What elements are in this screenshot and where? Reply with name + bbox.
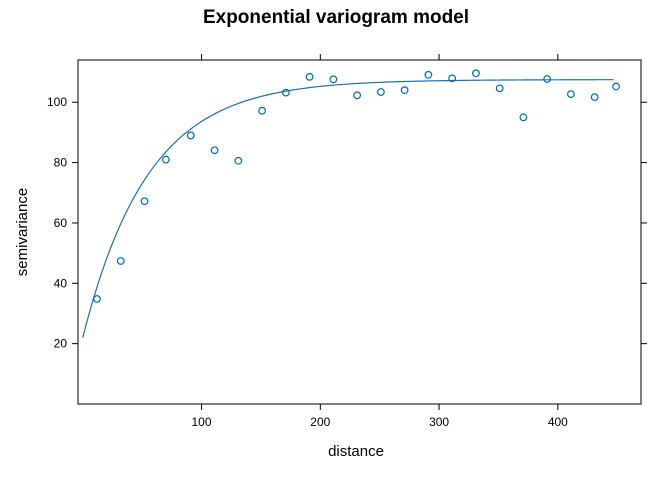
chart-title: Exponential variogram model bbox=[203, 7, 469, 28]
axis-tick-labels: 100 200 300 400 20 40 60 80 100 bbox=[47, 95, 568, 429]
data-point bbox=[305, 72, 314, 81]
data-point bbox=[140, 197, 149, 206]
y-tick-label: 20 bbox=[54, 337, 68, 351]
x-tick-label: 300 bbox=[429, 415, 449, 429]
data-point bbox=[472, 69, 480, 78]
x-tick-label: 100 bbox=[192, 415, 212, 429]
data-point bbox=[612, 82, 620, 91]
data-point bbox=[210, 146, 219, 155]
data-point bbox=[161, 155, 170, 164]
data-point bbox=[258, 106, 267, 115]
data-point bbox=[376, 88, 385, 96]
data-point bbox=[495, 84, 504, 93]
x-tick-label: 400 bbox=[548, 415, 568, 429]
y-axis-label: semivariance bbox=[14, 188, 31, 276]
data-point bbox=[93, 295, 101, 303]
data-point bbox=[448, 74, 457, 83]
data-point bbox=[186, 131, 195, 140]
data-point bbox=[519, 113, 528, 122]
plot-frame bbox=[77, 59, 642, 405]
y-tick-label: 80 bbox=[54, 156, 68, 170]
data-point bbox=[567, 90, 575, 98]
data-point bbox=[329, 75, 338, 84]
data-point bbox=[543, 75, 552, 83]
x-tick-label: 200 bbox=[310, 415, 330, 429]
data-points bbox=[93, 69, 620, 303]
model-curve bbox=[82, 79, 614, 338]
data-point bbox=[424, 70, 433, 79]
y-tick-label: 40 bbox=[54, 276, 68, 290]
y-tick-label: 100 bbox=[47, 95, 67, 109]
data-point bbox=[281, 88, 290, 97]
data-point bbox=[400, 86, 409, 95]
y-tick-label: 60 bbox=[54, 216, 68, 230]
data-point bbox=[590, 93, 599, 102]
data-point bbox=[234, 156, 243, 165]
data-point bbox=[116, 257, 125, 265]
data-point bbox=[353, 91, 362, 100]
x-axis-label: distance bbox=[328, 443, 384, 460]
axis-ticks bbox=[72, 54, 647, 410]
